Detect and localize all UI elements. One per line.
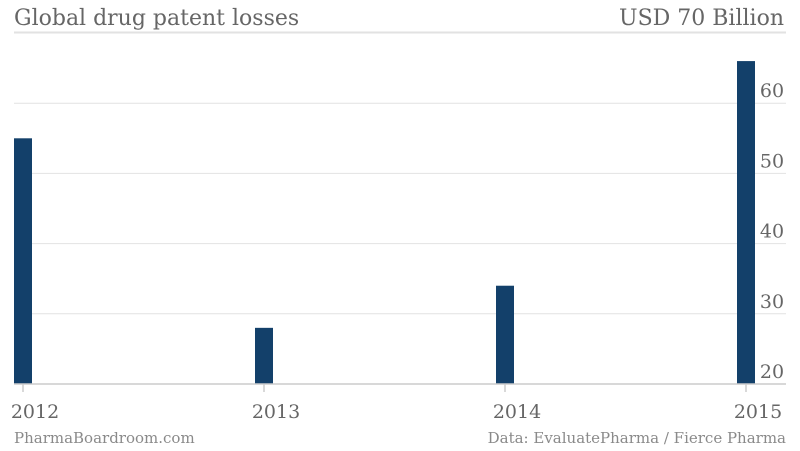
source-site: PharmaBoardroom.com <box>14 429 195 447</box>
bars <box>14 61 755 384</box>
bar-2013 <box>255 327 273 384</box>
data-source: Data: EvaluatePharma / Fierce Pharma <box>487 429 786 447</box>
chart-unit-label: USD 70 Billion <box>619 6 784 31</box>
x-tick-labels: 2012 2013 2014 2015 <box>11 401 782 423</box>
y-tick-label: 60 <box>760 80 784 102</box>
bar-2015 <box>737 61 755 384</box>
x-axis <box>14 383 786 392</box>
x-tick-label: 2012 <box>11 401 59 423</box>
y-tick-label: 30 <box>760 291 784 313</box>
bar-2014 <box>496 285 514 384</box>
grid-lines <box>14 31 786 315</box>
x-tick-label: 2014 <box>493 401 541 423</box>
chart-title: Global drug patent losses <box>14 6 300 31</box>
y-tick-labels: 20 30 40 50 60 <box>760 80 784 383</box>
x-tick-label: 2013 <box>252 401 300 423</box>
y-tick-label: 20 <box>760 361 784 383</box>
y-tick-label: 50 <box>760 150 784 172</box>
bar-2012 <box>14 138 32 384</box>
y-tick-label: 40 <box>760 221 784 243</box>
x-tick-label: 2015 <box>734 401 782 423</box>
